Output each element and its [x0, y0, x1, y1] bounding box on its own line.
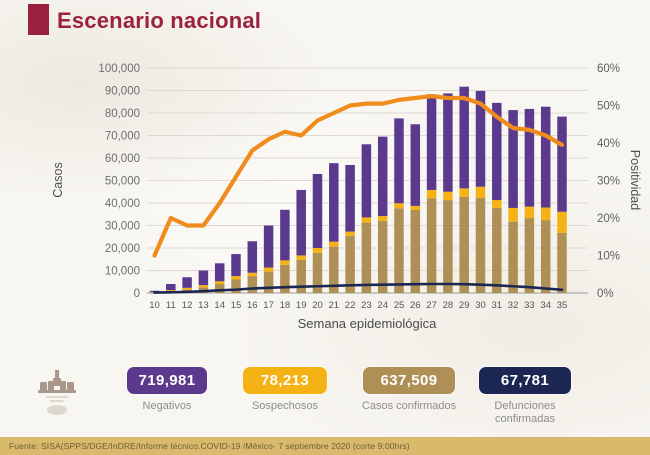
positivity-line [152, 94, 565, 258]
svg-text:90,000: 90,000 [105, 86, 140, 98]
svg-text:17: 17 [263, 300, 274, 311]
badge-negativos-label: Negativos [142, 400, 192, 412]
badge-confirmados-label: Casos confirmados [361, 400, 457, 412]
y-left-axis-label: Casos [51, 162, 65, 197]
svg-text:50%: 50% [597, 101, 620, 113]
footer-bar: Fuente: SISA(SPPS/DGE/InDRE/Informe técn… [0, 437, 650, 455]
title-accent-bar [28, 4, 49, 35]
svg-text:12: 12 [182, 300, 193, 311]
svg-text:21: 21 [329, 300, 340, 311]
badge-confirmados-value: 637,509 [380, 372, 438, 389]
svg-text:40%: 40% [597, 138, 620, 150]
svg-text:50,000: 50,000 [105, 176, 140, 188]
svg-text:20: 20 [312, 300, 323, 311]
svg-text:14: 14 [214, 300, 225, 311]
svg-text:10: 10 [149, 300, 160, 311]
svg-text:20%: 20% [597, 213, 620, 225]
badge-sospechosos: 78,213 [243, 367, 327, 394]
badge-defunciones-label: Defunciones confirmadas [494, 400, 556, 425]
svg-text:80,000: 80,000 [105, 108, 140, 120]
svg-text:30%: 30% [597, 176, 620, 188]
svg-text:0: 0 [134, 288, 140, 300]
badge-negativos: 719,981 [127, 367, 207, 394]
svg-text:27: 27 [426, 300, 437, 311]
svg-text:40,000: 40,000 [105, 198, 140, 210]
svg-text:20,000: 20,000 [105, 243, 140, 255]
monument-logo [38, 370, 76, 415]
badge-defunciones-value: 67,781 [500, 372, 550, 389]
svg-text:11: 11 [166, 300, 176, 311]
svg-text:16: 16 [247, 300, 258, 311]
svg-text:28: 28 [443, 300, 454, 311]
svg-text:24: 24 [377, 300, 388, 311]
page-title: Escenario nacional [57, 8, 262, 33]
svg-text:60,000: 60,000 [105, 153, 140, 165]
svg-text:32: 32 [508, 300, 519, 311]
svg-text:34: 34 [540, 300, 551, 311]
svg-text:10,000: 10,000 [105, 266, 140, 278]
x-ticks: 10 11 12 13 14 15 16 17 18 19 20 21 22 23 24 25 26 27 28 29… [149, 300, 567, 311]
svg-text:30,000: 30,000 [105, 221, 140, 233]
svg-text:22: 22 [345, 300, 356, 311]
y-left-ticks: 0 10,000 20,000 30,000 40,000 50,000 60,000 70,… [98, 63, 140, 300]
badge-sospechosos-value: 78,213 [260, 372, 310, 389]
stacked-bars [149, 86, 567, 293]
svg-text:23: 23 [361, 300, 372, 311]
svg-text:26: 26 [410, 300, 421, 311]
badge-negativos-value: 719,981 [138, 372, 196, 389]
svg-text:29: 29 [459, 300, 470, 311]
x-axis-label: Semana epidemiológica [298, 316, 438, 331]
svg-text:15: 15 [231, 300, 242, 311]
svg-text:33: 33 [524, 300, 535, 311]
svg-text:10%: 10% [597, 251, 620, 263]
svg-text:25: 25 [394, 300, 405, 311]
svg-text:30: 30 [475, 300, 486, 311]
svg-text:35: 35 [557, 300, 568, 311]
svg-text:31: 31 [492, 300, 503, 311]
svg-text:70,000: 70,000 [105, 131, 140, 143]
source-text: Fuente: SISA(SPPS/DGE/InDRE/Informe técn… [9, 441, 410, 451]
svg-text:13: 13 [198, 300, 209, 311]
svg-text:100,000: 100,000 [98, 63, 140, 75]
badge-confirmados: 637,509 [363, 367, 455, 394]
svg-text:60%: 60% [597, 63, 620, 75]
badge-defunciones: 67,781 [479, 367, 571, 394]
svg-text:18: 18 [280, 300, 291, 311]
deaths-line [153, 282, 564, 294]
svg-text:19: 19 [296, 300, 307, 311]
badge-sospechosos-label: Sospechosos [251, 400, 319, 412]
y-right-axis-label: Positividad [628, 150, 642, 210]
y-right-ticks: 0% 10% 20% 30% 40% 50% 60% [597, 63, 620, 300]
svg-text:0%: 0% [597, 288, 614, 300]
